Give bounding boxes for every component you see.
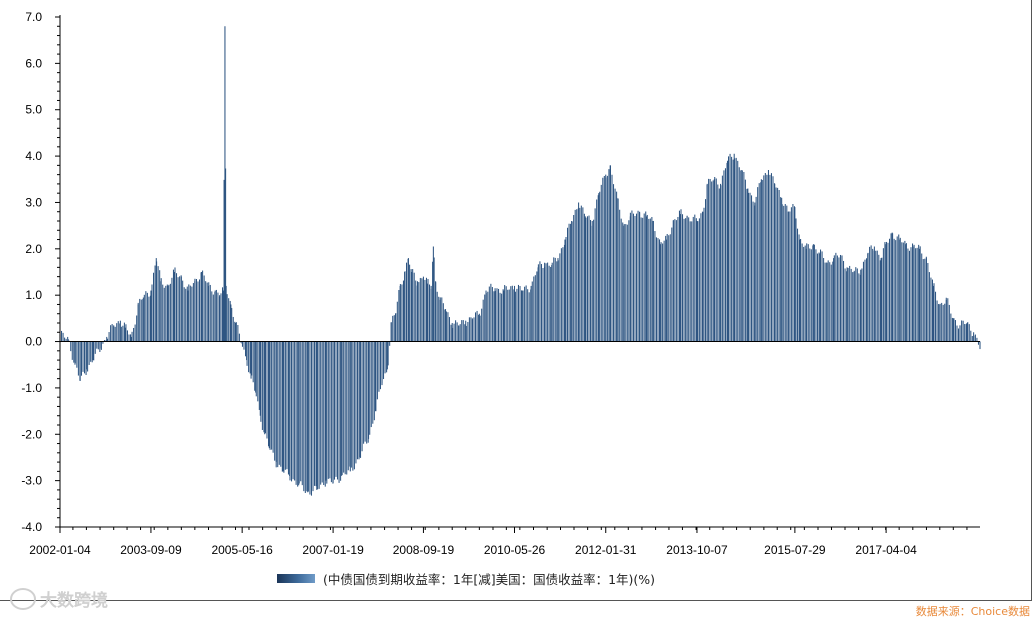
y-tick-label: 3.0 — [25, 195, 42, 209]
y-tick-label: -4.0 — [21, 520, 42, 534]
x-tick-label: 2007-01-19 — [302, 543, 364, 557]
data-source-label: 数据来源：Choice数据 — [915, 605, 1030, 618]
x-tick-label: 2008-09-19 — [393, 543, 455, 557]
y-tick-label: 0.0 — [25, 335, 42, 349]
y-tick-label: 1.0 — [25, 288, 42, 302]
y-tick-label: 7.0 — [25, 10, 42, 24]
bar-series — [59, 26, 981, 496]
x-tick-label: 2017-04-04 — [855, 543, 917, 557]
y-tick-label: 6.0 — [25, 56, 42, 70]
x-tick-label: 2010-05-26 — [484, 543, 546, 557]
chart-frame — [0, 0, 1032, 601]
y-tick-label: -2.0 — [21, 427, 42, 441]
y-tick-label: -3.0 — [21, 474, 42, 488]
x-tick-label: 2003-09-09 — [120, 543, 182, 557]
axes: 7.0 6.0 5.0 4.0 3.0 2.0 1.0 0.0 -1.0 -2.0 -3.0 -4.0… — [21, 10, 980, 557]
y-tick-label: 4.0 — [25, 149, 42, 163]
watermark-logo: 大数跨境 — [10, 586, 108, 611]
y-tick-label: 5.0 — [25, 103, 42, 117]
x-tick-label: 2012-01-31 — [575, 543, 637, 557]
y-tick-label: 2.0 — [25, 242, 42, 256]
chart-plot-area: 7.0 6.0 5.0 4.0 3.0 2.0 1.0 0.0 -1.0 -2.0 -3.0 -4.0… — [21, 10, 981, 557]
x-tick-label: 2002-01-04 — [29, 543, 91, 557]
x-tick-label: 2013-10-07 — [666, 543, 728, 557]
x-tick-label: 2005-05-16 — [211, 543, 273, 557]
y-tick-label: -1.0 — [21, 381, 42, 395]
legend-swatch — [277, 574, 315, 583]
watermark-icon — [10, 587, 36, 610]
x-tick-label: 2015-07-29 — [764, 543, 826, 557]
legend: (中债国债到期收益率：1年[减]美国：国债收益率：1年)(%) — [277, 569, 655, 588]
legend-label: (中债国债到期收益率：1年[减]美国：国债收益率：1年)(%) — [323, 572, 656, 587]
watermark-text: 大数跨境 — [40, 591, 108, 611]
